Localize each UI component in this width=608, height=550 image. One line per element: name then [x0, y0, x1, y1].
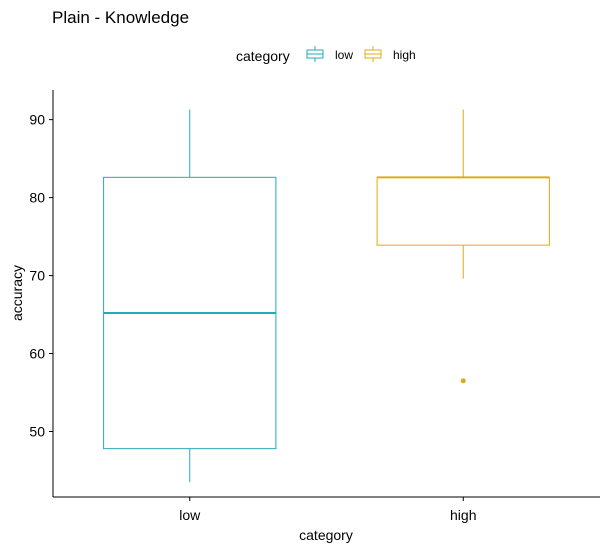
x-axis-ticks: low high	[179, 497, 476, 523]
legend: category low high	[236, 46, 416, 64]
y-tick-label: 80	[29, 190, 45, 206]
y-tick-label: 60	[29, 346, 45, 362]
iqr-box	[376, 176, 550, 246]
box-high	[376, 109, 550, 384]
y-axis-title: accuracy	[9, 265, 25, 321]
legend-label: high	[393, 48, 416, 62]
x-tick-label: high	[450, 507, 476, 523]
legend-label: low	[335, 48, 353, 62]
y-tick-label: 70	[29, 268, 45, 284]
legend-entry-low: low	[306, 46, 353, 62]
y-tick-label: 50	[29, 424, 45, 440]
y-tick-label: 90	[29, 112, 45, 128]
y-axis-ticks: 50 60 70 80 90	[29, 112, 53, 440]
x-axis-title: category	[299, 527, 353, 543]
x-tick-label: low	[179, 507, 201, 523]
legend-entry-high: high	[364, 46, 416, 62]
chart-title: Plain - Knowledge	[52, 8, 189, 27]
box-series	[103, 109, 550, 483]
legend-title: category	[236, 48, 290, 64]
outlier-point	[460, 378, 466, 384]
box-low	[103, 109, 277, 483]
